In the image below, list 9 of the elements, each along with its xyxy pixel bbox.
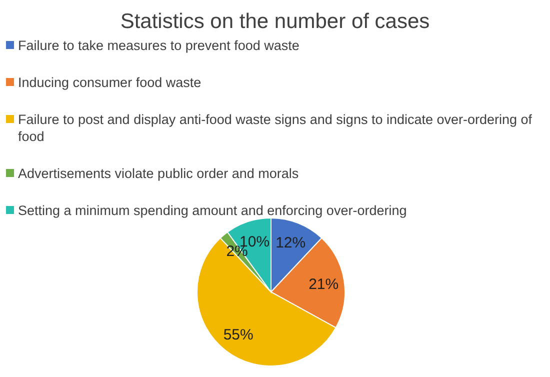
legend-label: Failure to take measures to prevent food waste — [18, 38, 300, 53]
data-label: 21% — [308, 276, 339, 293]
data-label: 12% — [276, 234, 306, 252]
chart-title: Statistics on the number of cases — [120, 10, 430, 33]
legend-label: Setting a minimum spending amount and enforcing over-ordering — [18, 203, 407, 218]
legend-label: Advertisements violate public order and morals — [18, 166, 299, 181]
data-label: 55% — [223, 326, 254, 344]
legend-label: Inducing consumer food waste — [18, 75, 202, 90]
legend-label: Failure to post and display anti-food waste signs and signs to indicate over-ordering of food — [18, 112, 532, 144]
